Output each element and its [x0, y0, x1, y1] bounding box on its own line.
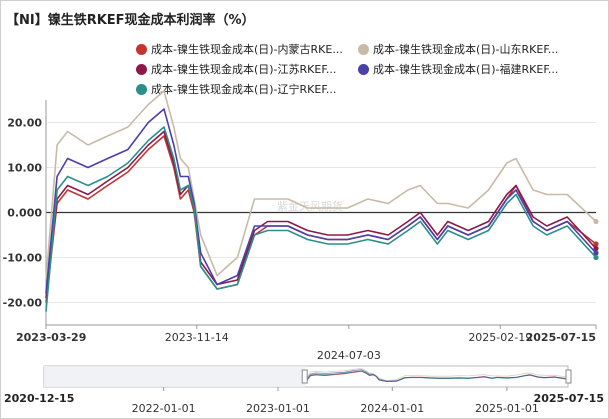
legend-marker-icon: [358, 63, 369, 75]
legend-marker-icon: [136, 43, 147, 55]
legend-item-4[interactable]: 成本-镍生铁现金成本(日)-福建RKEF...: [358, 61, 558, 77]
legend-label: 成本-镍生铁现金成本(日)-内蒙古RKE...: [151, 43, 343, 56]
legend-label: 成本-镍生铁现金成本(日)-江苏RKEF...: [151, 63, 337, 76]
legend-marker-icon: [136, 63, 147, 75]
chart-title: 【NI】镍生铁RKEF现金成本利润率（%）: [6, 13, 255, 28]
legend-label: 成本-镍生铁现金成本(日)-辽宁RKEF...: [151, 83, 337, 96]
legend-marker-icon: [136, 83, 147, 95]
legend-label: 成本-镍生铁现金成本(日)-福建RKEF...: [373, 63, 559, 76]
legend-marker-icon: [358, 43, 369, 55]
legend-item-2[interactable]: 成本-镍生铁现金成本(日)-山东RKEF...: [358, 41, 558, 57]
legend-item-1[interactable]: 成本-镍生铁现金成本(日)-内蒙古RKE...: [136, 41, 343, 57]
legend-label: 成本-镍生铁现金成本(日)-山东RKEF...: [373, 43, 559, 56]
legend-item-3[interactable]: 成本-镍生铁现金成本(日)-江苏RKEF...: [136, 61, 336, 77]
legend-item-5[interactable]: 成本-镍生铁现金成本(日)-辽宁RKEF...: [136, 81, 336, 97]
